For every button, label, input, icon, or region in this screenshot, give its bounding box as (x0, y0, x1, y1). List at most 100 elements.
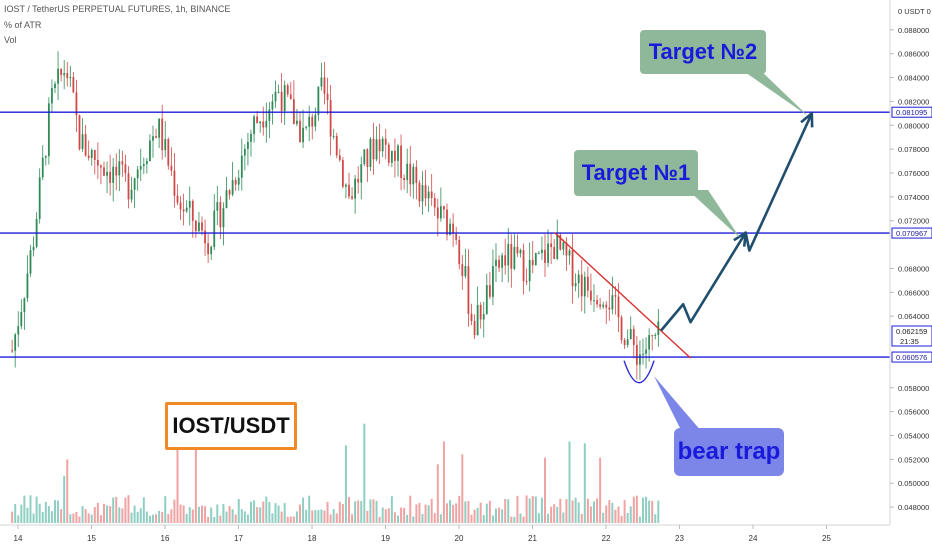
price-axis-top-label: 0 USDT 0 (898, 7, 931, 16)
price-axis[interactable]: 0.088000 0.086000 0.084000 0.082000 0.080000… (890, 7, 931, 512)
volume-bar (390, 496, 393, 523)
time-tick-label: 15 (87, 534, 96, 543)
price-tick-label: 0.088000 (898, 26, 929, 35)
volume-bar (372, 499, 375, 523)
candle-body (63, 73, 66, 76)
time-tick-label: 19 (381, 534, 390, 543)
volume-bar (109, 506, 112, 523)
volume-bar (528, 498, 531, 523)
candle-body (320, 77, 323, 87)
candle-body (528, 259, 531, 282)
candle-body (158, 118, 161, 138)
volume-bar (311, 510, 314, 523)
candle-body (277, 91, 280, 93)
candle-body (268, 109, 271, 121)
volume-bar (464, 501, 467, 523)
volume-bar (424, 504, 427, 523)
candle-body (262, 121, 265, 128)
volume-bar (568, 441, 571, 523)
candle-body (629, 329, 632, 340)
candle-body (38, 177, 41, 220)
candle-body (654, 335, 657, 337)
volume-bar (90, 514, 93, 523)
candle-body (161, 118, 164, 151)
candle-body (194, 220, 197, 232)
candle-body (467, 266, 470, 314)
volume-bar (130, 512, 133, 523)
volume-bar (559, 498, 562, 523)
trendline-segment (554, 232, 691, 359)
candle-body (464, 266, 467, 277)
candle-body (544, 249, 546, 263)
volume-bar (605, 505, 608, 523)
volume-bar (106, 505, 109, 523)
time-tick-label: 20 (455, 534, 464, 543)
upper-level-badge-bg (891, 106, 932, 118)
volume-bar (543, 457, 546, 523)
volume-bar (317, 510, 320, 523)
volume-bar (332, 509, 335, 523)
volume-bar (519, 513, 522, 523)
candle-body (289, 94, 292, 100)
candle-body (81, 134, 84, 150)
candle-body (305, 126, 308, 128)
candle-body (256, 116, 259, 124)
candle-body (504, 255, 507, 266)
candle-body (406, 163, 409, 180)
candle-body (568, 250, 571, 256)
volume-bar (550, 506, 553, 523)
time-axis[interactable]: 14 15 16 17 18 19 20 21 22 23 24 25 (14, 525, 832, 543)
candle-body (191, 200, 194, 221)
volume-bar (476, 507, 479, 523)
volume-bar (467, 501, 470, 523)
volume-bar (47, 506, 50, 523)
volume-bar (504, 498, 507, 523)
volume-bar (170, 509, 173, 523)
volume-bar (412, 516, 415, 523)
candle-body (253, 116, 255, 134)
candle-body (611, 295, 614, 310)
volume-bar (599, 457, 602, 523)
volume-bar (75, 511, 78, 523)
candle-body (651, 335, 654, 337)
time-tick-label: 23 (675, 534, 684, 543)
volume-bar (654, 514, 657, 523)
upper-level-badge-text: 0.081095 (896, 108, 927, 117)
candle-body (409, 163, 412, 185)
callout-pointers (654, 70, 808, 432)
candle-body (213, 210, 216, 247)
candle-body (537, 253, 540, 255)
volume-bar (442, 441, 445, 523)
volume-bar (488, 500, 491, 523)
time-tick-label: 16 (161, 534, 170, 543)
volume-bar (651, 500, 654, 523)
volume-bar (491, 515, 494, 523)
bear-trap-callout: bear trap (674, 428, 784, 476)
volume-bar (461, 454, 464, 523)
projection-line (660, 112, 813, 332)
volume-bar (57, 500, 60, 523)
candle-body (488, 285, 491, 297)
pair-label: IOST/USDT (172, 413, 290, 438)
candle-body (112, 166, 115, 183)
candle-body (182, 209, 185, 212)
volume-bar (620, 515, 623, 523)
candle-body (476, 305, 479, 336)
candle-body (323, 77, 326, 94)
candle-body (314, 114, 317, 127)
candle-body (139, 166, 142, 170)
candle-body (20, 312, 23, 327)
candle-body (210, 246, 213, 255)
candle-body (225, 190, 228, 209)
candle-body (525, 281, 528, 283)
volume-bar (445, 503, 448, 523)
volume-bar (155, 514, 158, 523)
bear-trap-label: bear trap (677, 438, 781, 465)
candle-body (427, 191, 430, 199)
volume-bar (173, 499, 176, 523)
volume-bar (657, 500, 660, 523)
volume-bar (326, 501, 329, 523)
volume-bar (473, 509, 476, 523)
